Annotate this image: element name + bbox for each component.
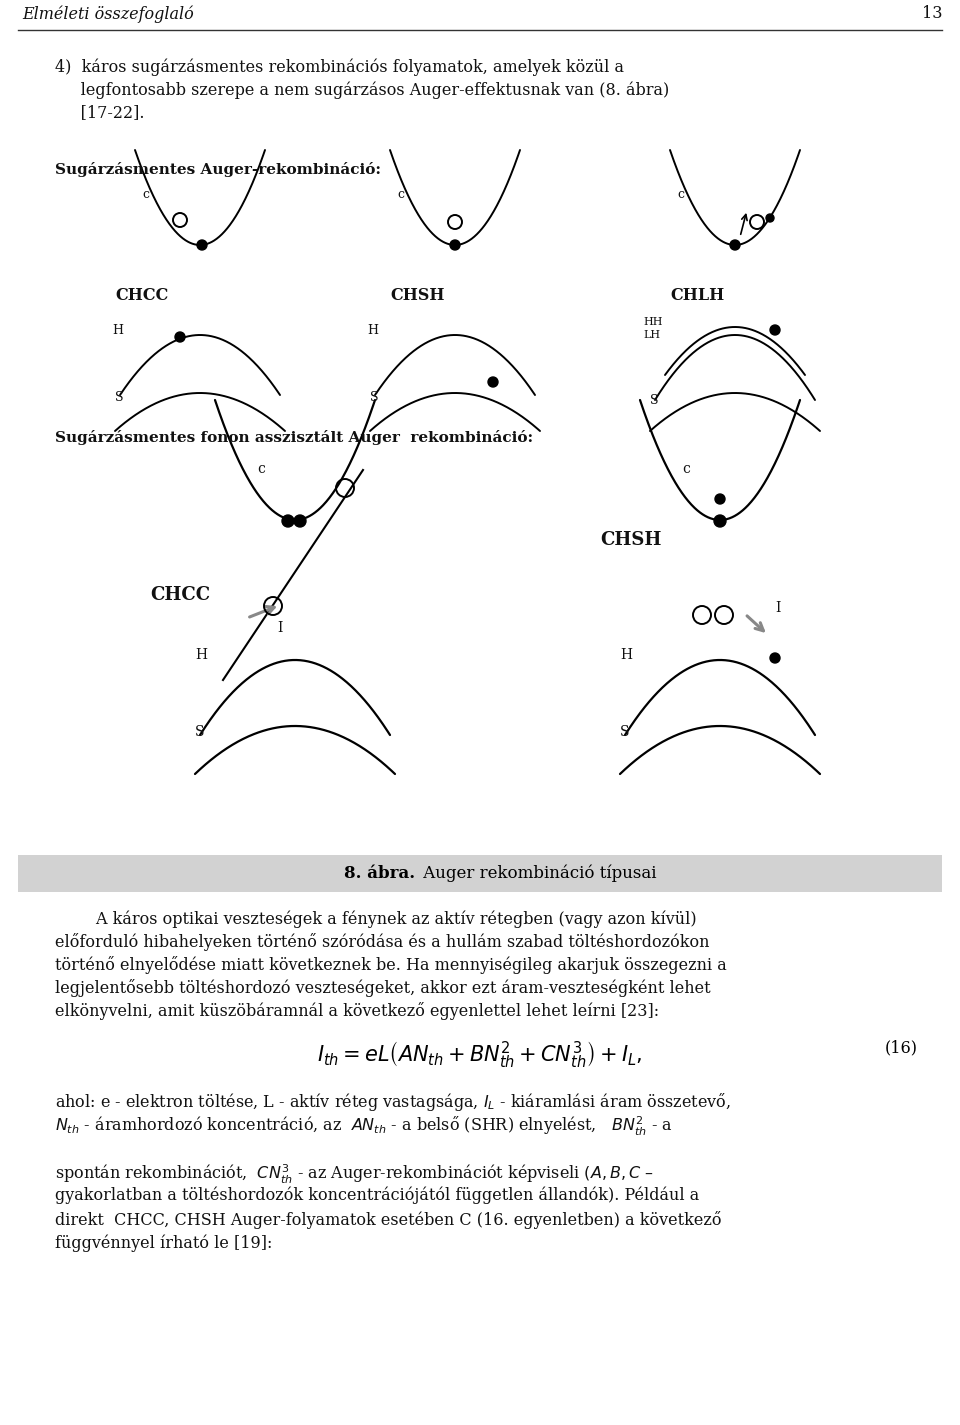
Text: 8. ábra.: 8. ábra.	[344, 865, 415, 882]
Text: S: S	[195, 725, 204, 740]
Text: H: H	[112, 323, 123, 336]
Text: 4)  káros sugárzásmentes rekombinációs folyamatok, amelyek közül a: 4) káros sugárzásmentes rekombinációs fo…	[55, 58, 624, 76]
Circle shape	[770, 325, 780, 335]
Text: (16): (16)	[885, 1039, 918, 1056]
Text: Auger rekombináció típusai: Auger rekombináció típusai	[418, 865, 657, 882]
Text: c: c	[397, 188, 404, 201]
Circle shape	[175, 332, 185, 342]
Text: LH: LH	[643, 331, 660, 341]
Circle shape	[714, 514, 726, 527]
Circle shape	[282, 514, 294, 527]
Circle shape	[294, 514, 306, 527]
Text: S: S	[370, 390, 378, 403]
Text: gyakorlatban a töltéshordozók koncentrációjától független állandók). Például a: gyakorlatban a töltéshordozók koncentrác…	[55, 1187, 699, 1204]
Text: c: c	[142, 188, 149, 201]
Text: I: I	[775, 601, 780, 616]
Circle shape	[730, 239, 740, 249]
Text: CHSH: CHSH	[390, 286, 444, 304]
Text: legfontosabb szerepe a nem sugárzásos Auger-effektusnak van (8. ábra): legfontosabb szerepe a nem sugárzásos Au…	[55, 81, 669, 98]
Text: 13: 13	[922, 6, 942, 21]
Text: c: c	[257, 462, 265, 476]
Text: S: S	[620, 725, 630, 740]
Text: c: c	[682, 462, 690, 476]
Text: direkt  CHCC, CHSH Auger-folyamatok esetében C (16. egyenletben) a következő: direkt CHCC, CHSH Auger-folyamatok eseté…	[55, 1211, 722, 1228]
Text: spontán rekombinációt,  $CN_{th}^3$ - az Auger-rekombinációt képviseli $(A,B,C$ : spontán rekombinációt, $CN_{th}^3$ - az …	[55, 1163, 654, 1186]
Circle shape	[715, 494, 725, 504]
Circle shape	[197, 239, 207, 249]
Text: Sugárzásmentes fonon asszisztált Auger  rekombináció:: Sugárzásmentes fonon asszisztált Auger r…	[55, 430, 533, 445]
Text: CHLH: CHLH	[670, 286, 724, 304]
Text: I: I	[277, 621, 282, 636]
Text: H: H	[367, 323, 378, 336]
Text: c: c	[677, 188, 684, 201]
Text: [17-22].: [17-22].	[55, 104, 145, 121]
Text: Sugárzásmentes Auger-rekombináció:: Sugárzásmentes Auger-rekombináció:	[55, 162, 381, 177]
Circle shape	[766, 214, 774, 222]
Text: Elméleti összefoglaló: Elméleti összefoglaló	[22, 6, 194, 23]
Text: elkönyvelni, amit küszöbáramnál a következő egyenlettel lehet leírni [23]:: elkönyvelni, amit küszöbáramnál a követk…	[55, 1002, 660, 1020]
Text: ahol: e - elektron töltése, L - aktív réteg vastagsága, $I_L$ - kiáramlási áram : ahol: e - elektron töltése, L - aktív ré…	[55, 1092, 731, 1113]
Text: S: S	[115, 390, 124, 403]
Text: H: H	[620, 648, 632, 663]
Text: előforduló hibahelyeken történő szóródása és a hullám szabad töltéshordozókon: előforduló hibahelyeken történő szóródás…	[55, 933, 709, 950]
Text: HH: HH	[643, 316, 662, 326]
Text: A káros optikai veszteségek a fénynek az aktív rétegben (vagy azon kívül): A káros optikai veszteségek a fénynek az…	[55, 911, 697, 928]
Text: $I_{th} = eL\left(AN_{th} + BN_{th}^2 + CN_{th}^3\right) + I_L,$: $I_{th} = eL\left(AN_{th} + BN_{th}^2 + …	[317, 1039, 643, 1070]
Text: történő elnyelődése miatt következnek be. Ha mennyiségileg akarjuk összegezni a: történő elnyelődése miatt következnek be…	[55, 956, 727, 975]
Text: legjelentősebb töltéshordozó veszteségeket, akkor ezt áram-veszteségként lehet: legjelentősebb töltéshordozó veszteségek…	[55, 979, 710, 997]
Text: H: H	[195, 648, 207, 663]
Text: CHSH: CHSH	[600, 532, 661, 549]
Circle shape	[450, 239, 460, 249]
Text: CHCC: CHCC	[115, 286, 168, 304]
Text: S: S	[650, 393, 659, 406]
Text: $N_{th}$ - áramhordozó koncentráció, az  $AN_{th}$ - a belső (SHR) elnyelést,   : $N_{th}$ - áramhordozó koncentráció, az …	[55, 1114, 673, 1139]
Text: függvénnyel írható le [19]:: függvénnyel írható le [19]:	[55, 1235, 273, 1253]
Circle shape	[488, 378, 498, 388]
Bar	[18, 855, 942, 892]
Circle shape	[770, 653, 780, 663]
Text: CHCC: CHCC	[150, 586, 210, 604]
